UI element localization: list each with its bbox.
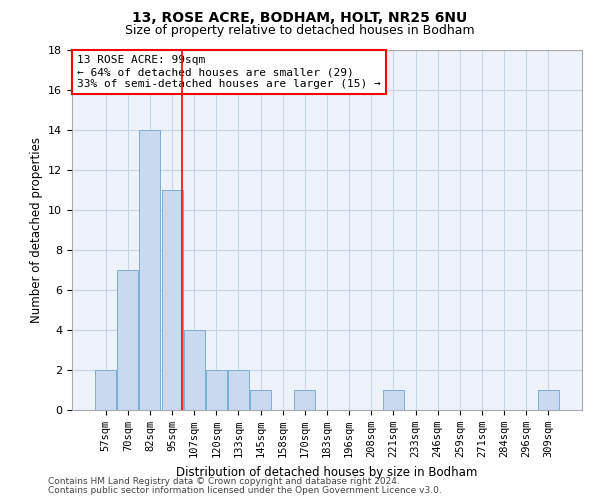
- Bar: [139, 130, 160, 410]
- Y-axis label: Number of detached properties: Number of detached properties: [29, 137, 43, 323]
- Text: 13, ROSE ACRE, BODHAM, HOLT, NR25 6NU: 13, ROSE ACRE, BODHAM, HOLT, NR25 6NU: [133, 11, 467, 25]
- Bar: [184, 330, 205, 410]
- Bar: [206, 370, 227, 410]
- Bar: [295, 390, 316, 410]
- Text: Size of property relative to detached houses in Bodham: Size of property relative to detached ho…: [125, 24, 475, 37]
- Bar: [161, 190, 182, 410]
- Text: Contains public sector information licensed under the Open Government Licence v3: Contains public sector information licen…: [48, 486, 442, 495]
- Bar: [228, 370, 249, 410]
- Text: 13 ROSE ACRE: 99sqm
← 64% of detached houses are smaller (29)
33% of semi-detach: 13 ROSE ACRE: 99sqm ← 64% of detached ho…: [77, 56, 381, 88]
- Bar: [250, 390, 271, 410]
- Bar: [95, 370, 116, 410]
- Bar: [383, 390, 404, 410]
- Text: Contains HM Land Registry data © Crown copyright and database right 2024.: Contains HM Land Registry data © Crown c…: [48, 477, 400, 486]
- Bar: [118, 270, 139, 410]
- Bar: [538, 390, 559, 410]
- X-axis label: Distribution of detached houses by size in Bodham: Distribution of detached houses by size …: [176, 466, 478, 478]
